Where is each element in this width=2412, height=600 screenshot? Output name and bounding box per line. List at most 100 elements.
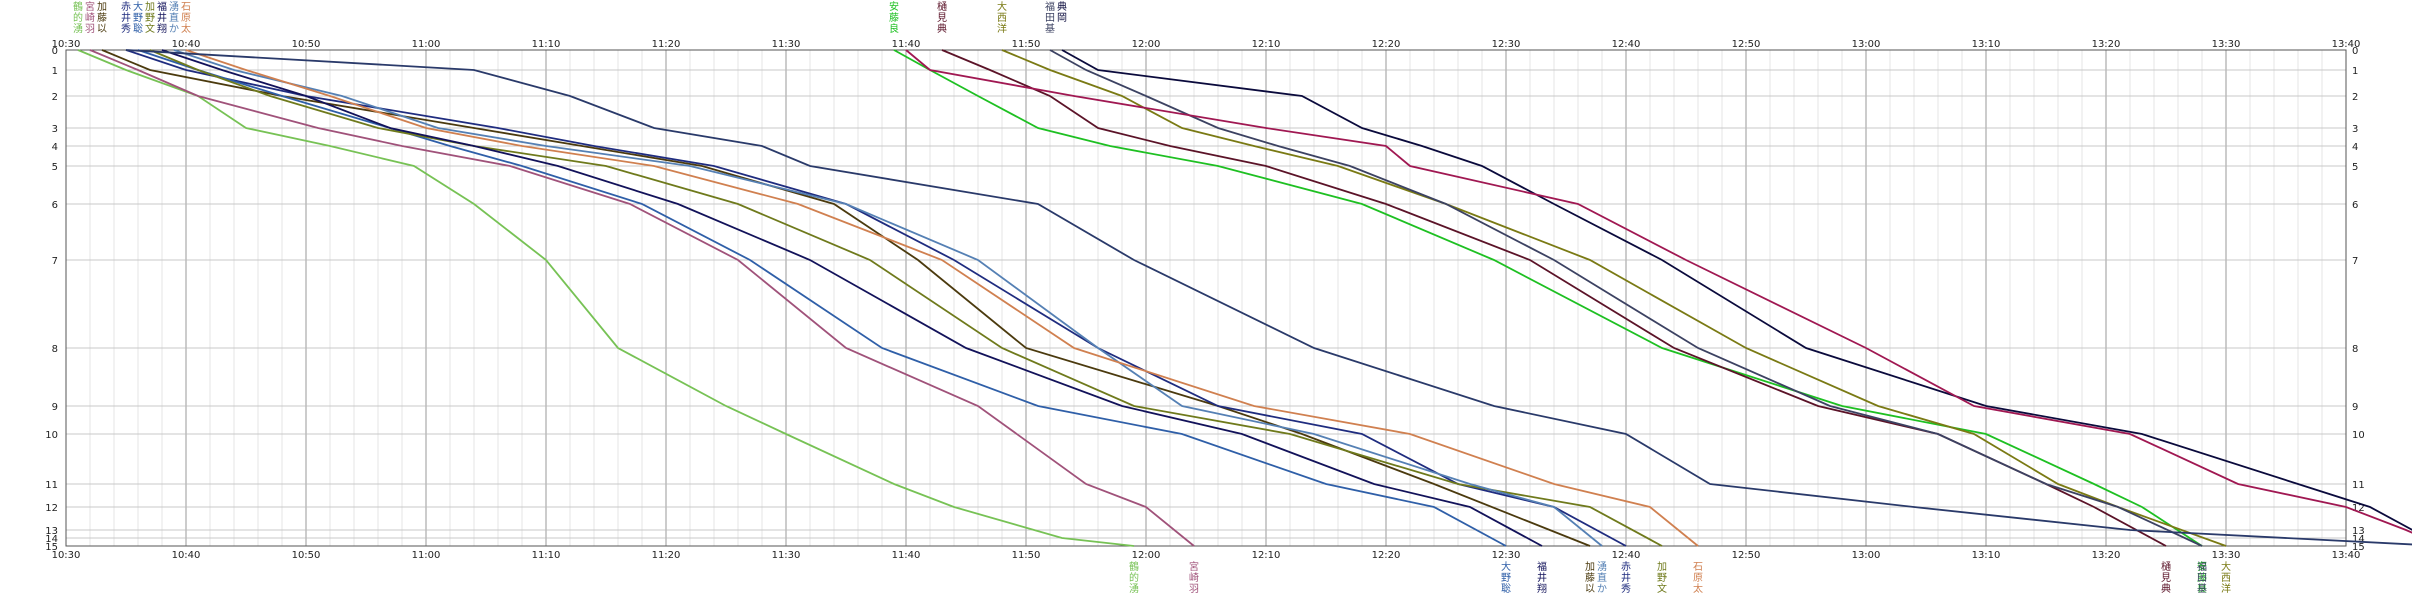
y-tick-label-right: 1: [2352, 66, 2358, 77]
series-label-char: 鶴: [1129, 560, 1139, 573]
x-tick-label-bottom: 11:30: [772, 550, 801, 561]
series-label-char: 以: [1585, 584, 1595, 595]
series-label-char: 典: [937, 22, 947, 35]
series-start-label: 赤井秀: [121, 1, 131, 35]
series-label-char: 安: [889, 0, 899, 13]
series-label-char: 崎: [85, 11, 95, 24]
series-label-char: 直: [1597, 571, 1607, 584]
x-tick-label-top: 11:30: [772, 39, 801, 50]
series-label-char: 宮: [85, 0, 95, 13]
series-end-label: 鶴的湧: [1129, 560, 1139, 595]
x-tick-label-top: 12:20: [1372, 39, 1401, 50]
series-label-char: 加: [1657, 561, 1667, 573]
series-line: [149, 49, 1663, 547]
x-tick-label-bottom: 12:30: [1492, 550, 1521, 561]
series-start-label: 福田基: [1045, 0, 1055, 35]
y-tick-label-right: 6: [2352, 200, 2358, 211]
y-tick-label-left: 9: [52, 402, 58, 413]
y-tick-label-left: 12: [45, 503, 58, 514]
series-label-char: 岡: [1057, 12, 1067, 24]
x-tick-label-top: 11:40: [892, 39, 921, 50]
x-tick-label-top: 13:10: [1972, 39, 2001, 50]
series-end-label: 加藤以: [1585, 561, 1595, 595]
series-label-char: 大: [133, 0, 143, 13]
series-label-char: 藤: [889, 12, 899, 24]
series-label-char: 石: [181, 2, 191, 13]
series-label-char: 文: [1657, 582, 1667, 595]
series-label-char: 基: [1045, 22, 1055, 35]
series-label-char: 聡: [133, 22, 143, 35]
y-tick-label-left: 13: [45, 526, 58, 537]
series-label-char: 野: [1657, 572, 1667, 584]
series-label-char: 樋: [937, 0, 947, 13]
series-line: [1049, 49, 2203, 547]
series-start-label: 湧直か: [169, 1, 179, 35]
series-line: [893, 49, 2203, 547]
y-tick-label-right: 7: [2352, 256, 2358, 267]
y-tick-label-left: 15: [45, 542, 58, 553]
series-label-char: 藤: [2197, 572, 2207, 584]
x-tick-label-bottom: 13:40: [2332, 550, 2361, 561]
series-label-char: 樋: [2161, 560, 2171, 573]
series-label-char: 太: [181, 22, 191, 35]
series-label-char: 洋: [2221, 582, 2231, 595]
x-tick-label-bottom: 10:30: [52, 550, 81, 561]
x-tick-label-bottom: 12:50: [1732, 550, 1761, 561]
series-label-char: 秀: [1621, 583, 1631, 595]
series-label-char: 加: [97, 1, 107, 13]
series-label-char: 野: [145, 12, 155, 24]
x-tick-label-bottom: 11:40: [892, 550, 921, 561]
series-end-label: 石原太: [1693, 562, 1703, 595]
series-label-char: 田: [1045, 13, 1055, 24]
series-label-char: 羽: [1189, 583, 1199, 595]
series-label-char: 大: [2221, 560, 2231, 573]
y-tick-label-right: 2: [2352, 92, 2358, 103]
x-tick-label-bottom: 11:10: [532, 550, 561, 561]
series-end-label: 大野聡: [1501, 560, 1511, 595]
y-tick-label-left: 4: [52, 142, 58, 153]
y-tick-label-right: 8: [2352, 344, 2358, 355]
series-label-char: 福: [1537, 560, 1547, 573]
series-label-char: か: [1597, 583, 1607, 595]
series-label-char: 安: [2197, 560, 2207, 573]
y-tick-label-right: 5: [2352, 162, 2358, 173]
x-tick-label-bottom: 11:20: [652, 550, 681, 561]
series-line: [905, 49, 2412, 534]
series-label-char: 基: [2197, 582, 2207, 595]
x-tick-label-top: 10:50: [292, 39, 321, 50]
series-start-label: 鶴的湧: [73, 0, 83, 35]
series-start-label: 加藤以: [97, 1, 107, 35]
series-label-char: 宮: [1189, 560, 1199, 573]
y-tick-label-right: 13: [2352, 526, 2365, 537]
y-tick-label-right: 9: [2352, 402, 2358, 413]
x-tick-label-top: 13:30: [2212, 39, 2241, 50]
series-line: [125, 49, 2412, 546]
series-label-char: 秀: [121, 23, 131, 35]
series-label-char: 石: [1693, 562, 1703, 573]
series-end-label: 福井翔: [1537, 560, 1547, 595]
series-end-label: 加野文: [1657, 561, 1667, 595]
series-label-char: 井: [157, 11, 167, 24]
y-tick-label-left: 11: [45, 480, 58, 491]
plot-frame: [65, 49, 2347, 547]
y-tick-label-left: 7: [52, 256, 58, 267]
x-tick-label-bottom: 12:40: [1612, 550, 1641, 561]
x-tick-label-top: 12:10: [1252, 39, 1281, 50]
series-label-char: 文: [145, 22, 155, 35]
series-label-char: 田: [2197, 573, 2207, 584]
series-label-char: 湧: [1129, 583, 1139, 595]
series-label-char: 見: [937, 12, 947, 24]
series-label-char: 翔: [1537, 582, 1547, 595]
x-tick-label-bottom: 13:20: [2092, 550, 2121, 561]
series-start-label: 大野聡: [133, 0, 143, 35]
x-tick-label-bottom: 10:40: [172, 550, 201, 561]
series-label-char: 直: [169, 11, 179, 24]
x-tick-label-bottom: 12:10: [1252, 550, 1281, 561]
series-label-char: 良: [889, 22, 899, 35]
series-label-char: 野: [133, 12, 143, 24]
series-start-label: 典岡: [1057, 0, 1067, 24]
series-label-char: 湧: [169, 1, 179, 13]
x-tick-label-top: 11:20: [652, 39, 681, 50]
series-label-char: 聡: [1501, 582, 1511, 595]
